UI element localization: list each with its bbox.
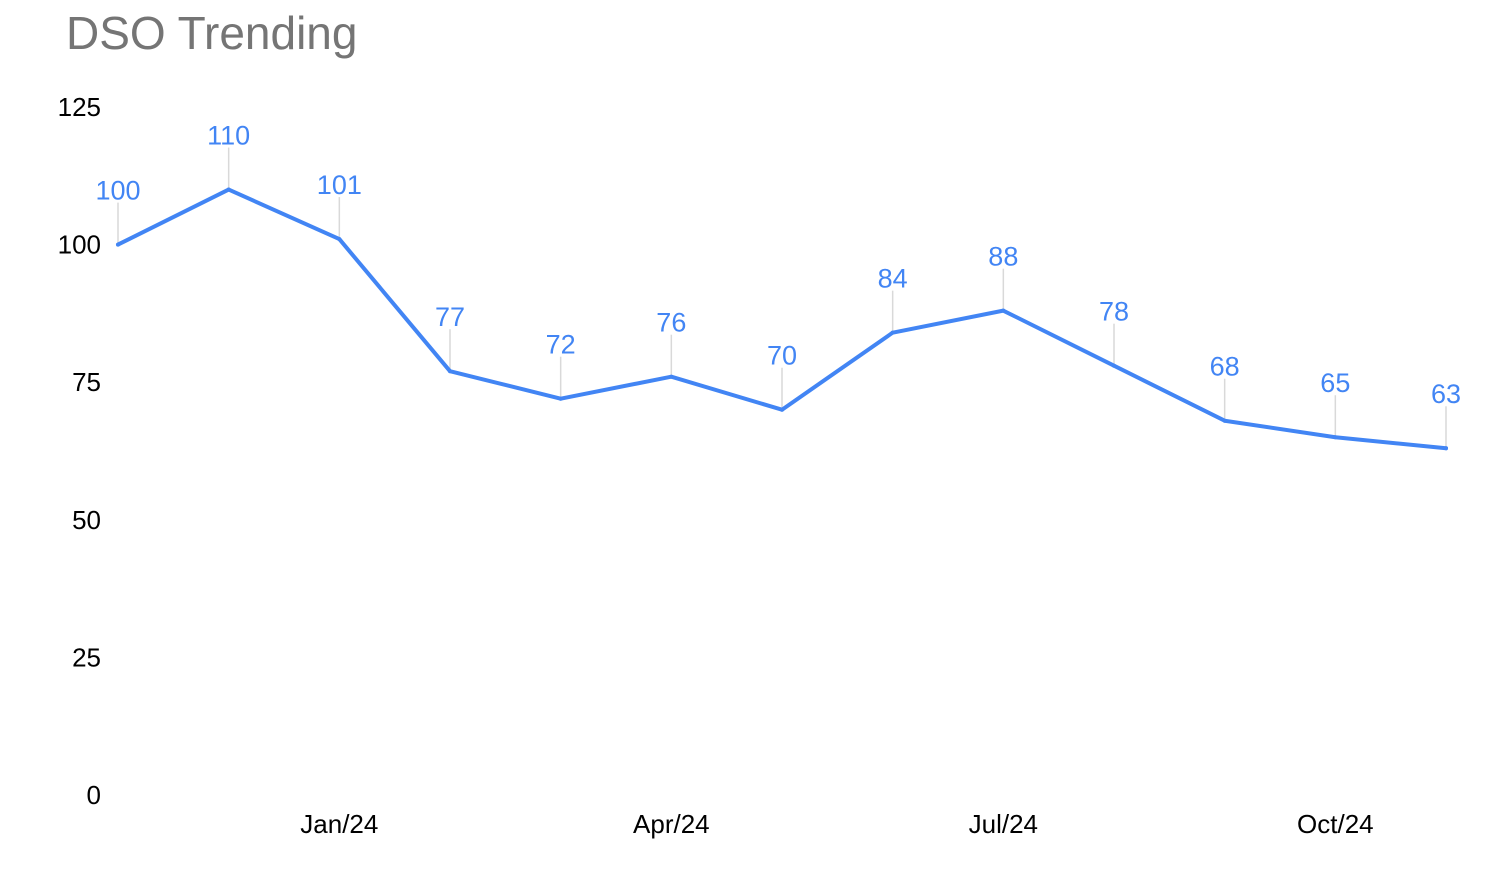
x-tick-label: Apr/24: [633, 809, 710, 839]
data-point: [1333, 435, 1338, 440]
y-axis: 0 25 50 75 100 125: [58, 92, 101, 810]
data-label: 110: [207, 121, 250, 151]
data-label: 72: [546, 330, 576, 360]
data-label: 76: [656, 308, 686, 338]
y-tick-label: 75: [72, 367, 101, 397]
data-point: [558, 396, 563, 401]
data-label: 84: [878, 264, 908, 294]
data-point: [1001, 308, 1006, 313]
y-tick-label: 0: [87, 780, 101, 810]
x-axis: Jan/24 Apr/24 Jul/24 Oct/24: [300, 809, 1373, 839]
x-tick-label: Jan/24: [300, 809, 378, 839]
data-point: [337, 237, 342, 242]
data-label: 68: [1210, 352, 1240, 382]
data-label: 100: [95, 176, 140, 206]
data-point: [226, 187, 231, 192]
data-label: 65: [1320, 368, 1350, 398]
data-point: [116, 242, 120, 247]
y-tick-label: 50: [72, 505, 101, 535]
data-point: [1222, 418, 1227, 423]
data-point: [780, 407, 784, 412]
data-label: 77: [435, 302, 465, 332]
data-label: 78: [1099, 297, 1129, 327]
data-label: 88: [988, 242, 1018, 272]
data-point: [890, 330, 895, 335]
data-label: 101: [317, 170, 362, 200]
y-tick-label: 100: [58, 230, 101, 260]
data-label: 63: [1431, 379, 1461, 409]
series-0: 100 110 101 77 72 76 70 84 88 78 68 65 63: [95, 121, 1461, 451]
data-point: [1112, 363, 1116, 368]
data-point: [669, 374, 674, 379]
data-label: 70: [767, 341, 797, 371]
y-tick-label: 25: [72, 642, 101, 672]
x-tick-label: Oct/24: [1297, 809, 1374, 839]
y-tick-label: 125: [58, 92, 101, 122]
x-tick-label: Jul/24: [969, 809, 1038, 839]
data-point: [1444, 446, 1448, 451]
data-point: [448, 369, 452, 374]
chart-title: DSO Trending: [66, 7, 358, 59]
